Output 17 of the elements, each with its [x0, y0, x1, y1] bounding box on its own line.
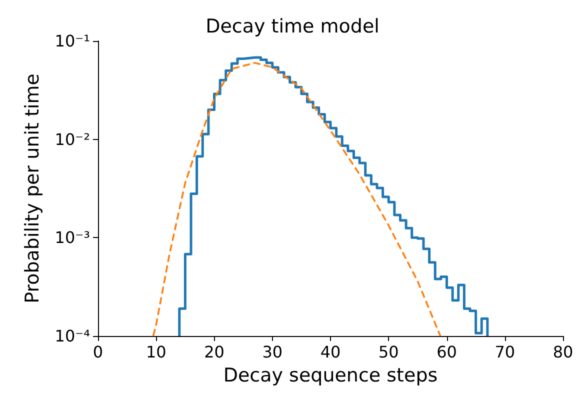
y-tick-label: 10⁻³ [54, 228, 90, 248]
line-series [152, 62, 442, 337]
x-tick-label: 70 [494, 342, 516, 362]
y-tick-label: 10⁻¹ [54, 32, 90, 50]
y-tick-label: 10⁻⁴ [54, 326, 90, 346]
y-axis-title: Probability per unit time [22, 74, 44, 304]
chart-title: Decay time model [206, 16, 380, 38]
x-tick-label: 40 [320, 342, 341, 362]
x-axis-title: Decay sequence steps [223, 364, 438, 386]
x-tick-label: 80 [552, 342, 574, 362]
x-tick-label: 10 [146, 342, 166, 362]
x-tick-label: 50 [378, 342, 399, 362]
x-tick-label: 20 [204, 342, 224, 362]
y-tick-label: 10⁻² [54, 130, 90, 149]
x-tick-label: 30 [262, 342, 283, 362]
x-tick-label: 0 [92, 342, 104, 362]
x-tick-label: 60 [436, 342, 457, 362]
